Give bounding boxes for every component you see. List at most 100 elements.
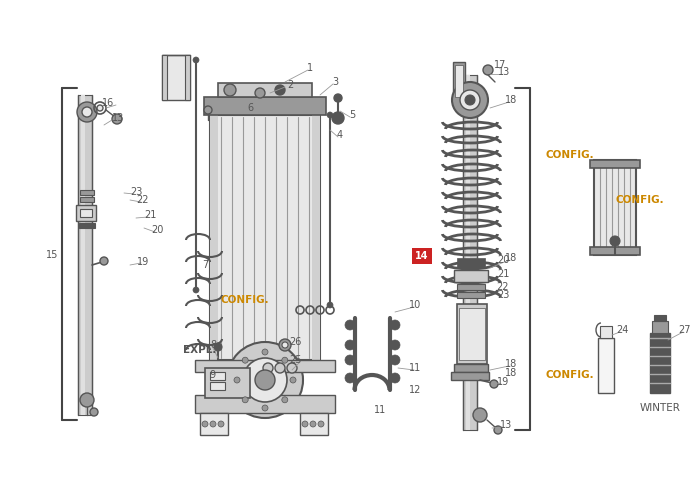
Bar <box>210 115 218 360</box>
Circle shape <box>275 363 285 373</box>
Circle shape <box>290 377 296 383</box>
Bar <box>76 205 96 221</box>
Circle shape <box>279 339 291 351</box>
Circle shape <box>255 88 265 98</box>
Bar <box>457 284 485 290</box>
Circle shape <box>242 357 248 363</box>
Circle shape <box>262 349 268 355</box>
Text: 3: 3 <box>332 77 338 87</box>
Bar <box>210 115 320 360</box>
Circle shape <box>390 320 400 330</box>
Bar <box>451 372 489 380</box>
Bar <box>652 321 668 333</box>
Circle shape <box>242 397 248 403</box>
Circle shape <box>202 421 208 427</box>
Bar <box>195 395 335 413</box>
Circle shape <box>390 355 400 365</box>
Circle shape <box>490 380 498 388</box>
Bar <box>454 364 488 372</box>
Circle shape <box>345 355 355 365</box>
Circle shape <box>345 320 355 330</box>
Bar <box>598 338 614 393</box>
Bar <box>412 248 432 264</box>
Text: 18: 18 <box>505 368 517 378</box>
Circle shape <box>287 363 297 373</box>
Text: 1: 1 <box>307 63 313 73</box>
Text: 19: 19 <box>137 257 149 267</box>
Text: 24: 24 <box>616 325 628 335</box>
Circle shape <box>282 357 288 363</box>
Text: 22: 22 <box>137 195 149 205</box>
Circle shape <box>218 421 224 427</box>
Text: 19: 19 <box>497 377 509 387</box>
Circle shape <box>224 84 236 96</box>
Bar <box>80 190 94 195</box>
Bar <box>650 333 670 393</box>
Text: 23: 23 <box>497 290 509 300</box>
Circle shape <box>334 94 342 102</box>
Circle shape <box>282 397 288 403</box>
Bar <box>185 55 190 100</box>
Text: 11: 11 <box>374 405 386 415</box>
Text: 7: 7 <box>202 260 208 270</box>
Circle shape <box>610 236 620 246</box>
Bar <box>80 197 94 202</box>
Bar <box>218 83 312 97</box>
Bar <box>457 258 485 268</box>
Bar <box>312 115 320 360</box>
Text: 15: 15 <box>46 250 58 260</box>
Circle shape <box>243 358 287 402</box>
Bar <box>454 270 488 282</box>
Text: 5: 5 <box>349 110 355 120</box>
Circle shape <box>318 421 324 427</box>
Bar <box>590 160 640 168</box>
Circle shape <box>327 112 333 118</box>
Circle shape <box>390 373 400 383</box>
Text: 13: 13 <box>498 67 510 77</box>
Circle shape <box>390 340 400 350</box>
Circle shape <box>97 105 103 111</box>
Text: CONFIG.: CONFIG. <box>616 195 664 205</box>
Circle shape <box>483 65 493 75</box>
Circle shape <box>262 405 268 411</box>
Circle shape <box>234 377 240 383</box>
Text: 27: 27 <box>679 325 691 335</box>
Text: 12: 12 <box>409 385 421 395</box>
Text: 13: 13 <box>500 420 512 430</box>
Bar <box>81 95 85 415</box>
Circle shape <box>494 426 502 434</box>
Text: CONFIG.: CONFIG. <box>545 370 594 380</box>
Circle shape <box>193 57 199 63</box>
Text: 14: 14 <box>415 251 429 261</box>
Text: 26: 26 <box>289 337 301 347</box>
Bar <box>205 368 250 398</box>
Circle shape <box>112 114 122 124</box>
Text: 21: 21 <box>144 210 156 220</box>
Bar <box>210 372 225 380</box>
Bar <box>204 97 326 115</box>
Text: 21: 21 <box>497 269 509 279</box>
Circle shape <box>204 106 212 114</box>
Bar <box>210 382 225 390</box>
Text: EXPL.: EXPL. <box>183 345 217 355</box>
Text: 20: 20 <box>497 255 509 265</box>
Text: 8: 8 <box>210 340 216 350</box>
Circle shape <box>465 95 475 105</box>
Circle shape <box>82 107 92 117</box>
Circle shape <box>214 343 222 351</box>
Text: 10: 10 <box>409 300 421 310</box>
Circle shape <box>193 287 199 293</box>
Circle shape <box>275 85 285 95</box>
Text: CONFIG.: CONFIG. <box>545 150 594 160</box>
Bar <box>300 413 328 435</box>
Bar <box>590 247 640 255</box>
Circle shape <box>345 340 355 350</box>
Circle shape <box>452 82 488 118</box>
Circle shape <box>310 421 316 427</box>
Text: 2: 2 <box>287 80 293 90</box>
Bar <box>195 360 335 372</box>
Circle shape <box>255 370 275 390</box>
Circle shape <box>282 342 288 348</box>
Bar <box>600 326 612 338</box>
Circle shape <box>460 90 480 110</box>
